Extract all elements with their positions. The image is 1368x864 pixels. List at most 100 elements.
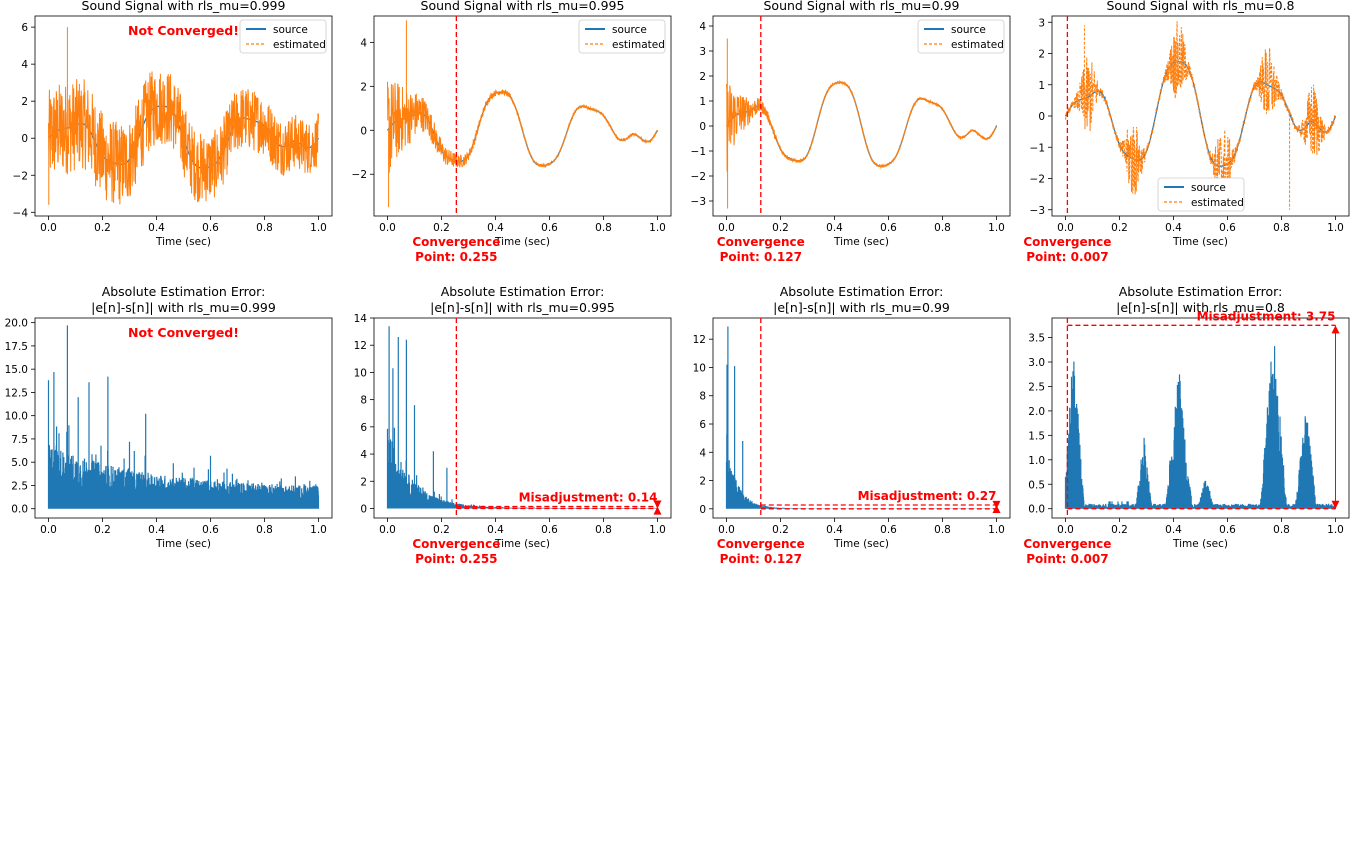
misadjustment-arrow-head-bottom — [1331, 500, 1340, 509]
x-tick-label: 0.6 — [1219, 222, 1236, 234]
y-tick-label: 4 — [699, 21, 706, 33]
x-tick-label: 0.8 — [934, 524, 951, 536]
x-tick-label: 1.0 — [649, 524, 666, 536]
legend-source-label: source — [273, 24, 308, 36]
x-tick-label: 0.4 — [1165, 222, 1182, 234]
y-tick-label: 4 — [699, 447, 706, 459]
y-tick-label: 2 — [360, 81, 367, 93]
x-tick-label: 1.0 — [310, 222, 327, 234]
y-tick-label: 5.0 — [11, 457, 28, 469]
convergence-point-label: Point: 0.255 — [415, 250, 497, 264]
subplot-title: Absolute Estimation Error: — [780, 284, 944, 299]
y-tick-label: −3 — [691, 196, 706, 208]
y-tick-label: −1 — [691, 146, 706, 158]
y-tick-label: 0 — [699, 504, 706, 516]
y-tick-label: 6 — [699, 419, 706, 431]
convergence-label: Convergence — [1023, 537, 1111, 551]
x-tick-label: 0.2 — [94, 222, 111, 234]
legend-source-label: source — [612, 24, 647, 36]
x-axis-label: Time (sec) — [1172, 538, 1228, 550]
x-tick-label: 1.0 — [310, 524, 327, 536]
y-tick-label: 8 — [699, 391, 706, 403]
subplot-title: Sound Signal with rls_mu=0.8 — [1106, 0, 1294, 13]
y-tick-label: 12.5 — [5, 387, 28, 399]
convergence-label: Convergence — [717, 537, 805, 551]
subplot-title: Absolute Estimation Error: — [441, 284, 605, 299]
y-tick-label: 10 — [354, 367, 367, 379]
legend-source-label: source — [1191, 182, 1226, 194]
x-tick-label: 0.8 — [1273, 222, 1290, 234]
axes-frame — [1051, 317, 1350, 519]
legend: source estimated — [578, 19, 666, 54]
x-tick-label: 0.2 — [1111, 222, 1128, 234]
y-tick-label: 0 — [360, 503, 367, 515]
y-tick-label: −3 — [1030, 205, 1045, 217]
convergence-label: Convergence — [717, 235, 805, 249]
misadjustment-arrow-head-bottom — [992, 500, 1001, 509]
y-tick-label: 12 — [693, 334, 706, 346]
x-tick-label: 0.0 — [379, 524, 396, 536]
x-axis-label: Time (sec) — [155, 236, 211, 248]
x-tick-label: 0.2 — [772, 222, 789, 234]
x-tick-label: 0.4 — [826, 222, 843, 234]
y-tick-label: 0 — [1038, 111, 1045, 123]
convergence-point-label: Point: 0.007 — [1026, 250, 1108, 264]
axes-frame — [373, 317, 672, 519]
x-tick-label: 0.8 — [1273, 524, 1290, 536]
x-axis-label: Time (sec) — [494, 538, 550, 550]
y-tick-label: −2 — [1030, 174, 1045, 186]
x-tick-label: 1.0 — [649, 222, 666, 234]
y-tick-label: 10.0 — [5, 411, 28, 423]
y-tick-label: 6 — [21, 22, 28, 34]
y-tick-label: −2 — [13, 170, 28, 182]
misadjustment-label: Misadjustment: 0.27 — [858, 489, 997, 503]
convergence-point-label: Point: 0.007 — [1026, 552, 1108, 566]
y-tick-label: 1 — [699, 96, 706, 108]
misadjustment-arrow-head-top — [653, 506, 662, 515]
y-tick-label: 3.0 — [1028, 357, 1045, 369]
y-tick-label: 4 — [21, 59, 28, 71]
x-axis-label: Time (sec) — [1172, 236, 1228, 248]
x-tick-label: 0.8 — [256, 222, 273, 234]
y-tick-label: 20.0 — [5, 318, 28, 330]
x-tick-label: 0.4 — [826, 524, 843, 536]
subplot-title: |e[n]-s[n]| with rls_mu=0.8 — [1116, 300, 1285, 315]
y-tick-label: 2.5 — [11, 480, 28, 492]
y-tick-label: 17.5 — [5, 341, 28, 353]
x-axis-label: Time (sec) — [833, 538, 889, 550]
misadjustment-arrow-head-top — [992, 504, 1001, 513]
x-tick-label: 0.0 — [40, 524, 57, 536]
plot-area — [47, 325, 320, 509]
legend: source estimated — [239, 19, 327, 54]
x-tick-label: 1.0 — [1327, 222, 1344, 234]
y-tick-label: 1.0 — [1028, 455, 1045, 467]
x-tick-label: 0.2 — [772, 524, 789, 536]
x-tick-label: 0.0 — [1057, 524, 1074, 536]
plot-area — [48, 27, 320, 205]
y-tick-label: 0 — [699, 121, 706, 133]
error-series — [47, 325, 320, 509]
y-tick-label: 0.0 — [11, 504, 28, 516]
plot-area — [1064, 346, 1337, 509]
x-tick-label: 0.4 — [1165, 524, 1182, 536]
x-tick-label: 0.0 — [1057, 222, 1074, 234]
subplot-title: |e[n]-s[n]| with rls_mu=0.999 — [91, 300, 276, 315]
convergence-point-label: Point: 0.127 — [720, 552, 802, 566]
x-tick-label: 0.0 — [718, 222, 735, 234]
x-tick-label: 1.0 — [988, 524, 1005, 536]
y-tick-label: 2 — [21, 96, 28, 108]
convergence-label: Convergence — [412, 537, 500, 551]
series-estimated-line — [48, 27, 319, 205]
subplot-4: Sound Signal with rls_mu=0.8 0.0 0.2 0.4 0.6… — [1023, 0, 1350, 264]
x-tick-label: 0.2 — [433, 524, 450, 536]
y-tick-label: 0.0 — [1028, 504, 1045, 516]
subplot-title: Absolute Estimation Error: — [1119, 284, 1283, 299]
y-tick-label: 8 — [360, 395, 367, 407]
legend-estimated-label: estimated — [1191, 197, 1244, 209]
x-tick-label: 0.8 — [256, 524, 273, 536]
y-tick-label: 0 — [21, 133, 28, 145]
legend: source estimated — [917, 19, 1005, 54]
x-tick-label: 0.6 — [541, 222, 558, 234]
y-tick-label: 2 — [699, 71, 706, 83]
y-tick-label: 4 — [360, 37, 367, 49]
